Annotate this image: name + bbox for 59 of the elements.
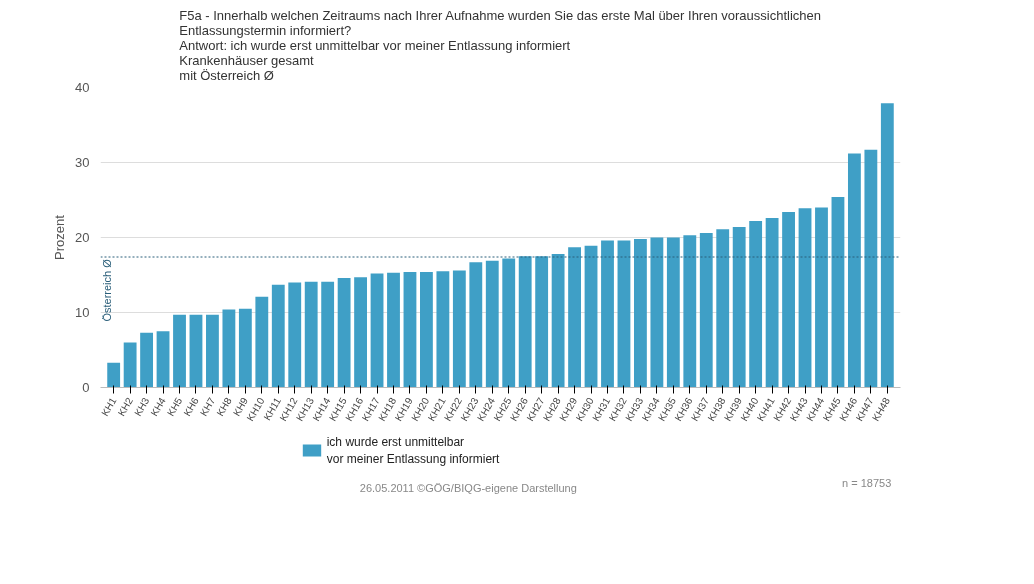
- bar: [222, 309, 236, 388]
- bar: [354, 277, 367, 388]
- bar: [173, 314, 186, 388]
- bar: [140, 332, 154, 388]
- bar: [370, 273, 384, 388]
- bar: [749, 221, 763, 388]
- bar: [732, 227, 746, 388]
- bar: [403, 272, 417, 388]
- bar: [304, 281, 318, 388]
- bar: [502, 258, 516, 388]
- chart-title: F5a - Innerhalb welchen Zeitraums nach Ihrer Aufnahme wurden Sie das erste Mal über Ihren voraussichtlichen Entlassungstermin informiert? Antwort: ich wurde erst unmittelbar vor meiner Entlassung informiert Krankenhäuser gesamt mit Österreich Ø: [179, 7, 821, 83]
- bar: [387, 272, 400, 388]
- bar: [765, 218, 779, 388]
- bar: [206, 314, 219, 388]
- y-tick-label: 40: [75, 80, 90, 95]
- bar: [864, 149, 878, 388]
- y-tick-label: 0: [82, 380, 90, 395]
- bar: [650, 237, 664, 388]
- bar: [485, 260, 499, 388]
- bar: [518, 256, 532, 388]
- y-tick-label: 20: [75, 230, 90, 245]
- bar: [452, 270, 466, 388]
- bar: [880, 103, 894, 388]
- bar: [255, 296, 269, 388]
- bar: [782, 212, 795, 388]
- bar: [601, 240, 614, 388]
- bar: [683, 235, 697, 388]
- bar: [337, 278, 351, 388]
- bar: [666, 237, 680, 388]
- text: 26.05.2011 ©GÖG/BIQG-eigene Darstellung: [359, 481, 577, 494]
- bar: [634, 239, 647, 388]
- ref-line-label: Österreich Ø: [101, 258, 114, 322]
- bar: [831, 197, 845, 388]
- bar: [436, 271, 450, 388]
- bar: [815, 207, 828, 388]
- y-axis-title: Prozent: [52, 214, 68, 260]
- bar: [321, 281, 335, 388]
- bar: [798, 208, 812, 388]
- bar: [551, 254, 565, 388]
- bar: [123, 342, 137, 388]
- bar: [420, 272, 433, 388]
- bar: [271, 284, 285, 388]
- y-tick-label: 10: [75, 305, 90, 320]
- text: n = 18753: [842, 476, 892, 489]
- bar: [716, 229, 730, 388]
- bar: [568, 247, 581, 388]
- bar: [584, 245, 598, 388]
- bar: [469, 262, 483, 388]
- bar: [189, 314, 203, 388]
- bar: [699, 233, 713, 388]
- bar: [238, 308, 252, 388]
- bar: [847, 153, 861, 388]
- bar: [617, 240, 631, 388]
- bar: [535, 256, 549, 388]
- bar: [107, 362, 121, 388]
- y-tick-label: 30: [75, 155, 90, 170]
- legend-label: ich wurde erst unmittelbar vor meiner Entlassung informiert: [326, 435, 501, 466]
- bar: [156, 331, 170, 388]
- bar: [288, 282, 302, 388]
